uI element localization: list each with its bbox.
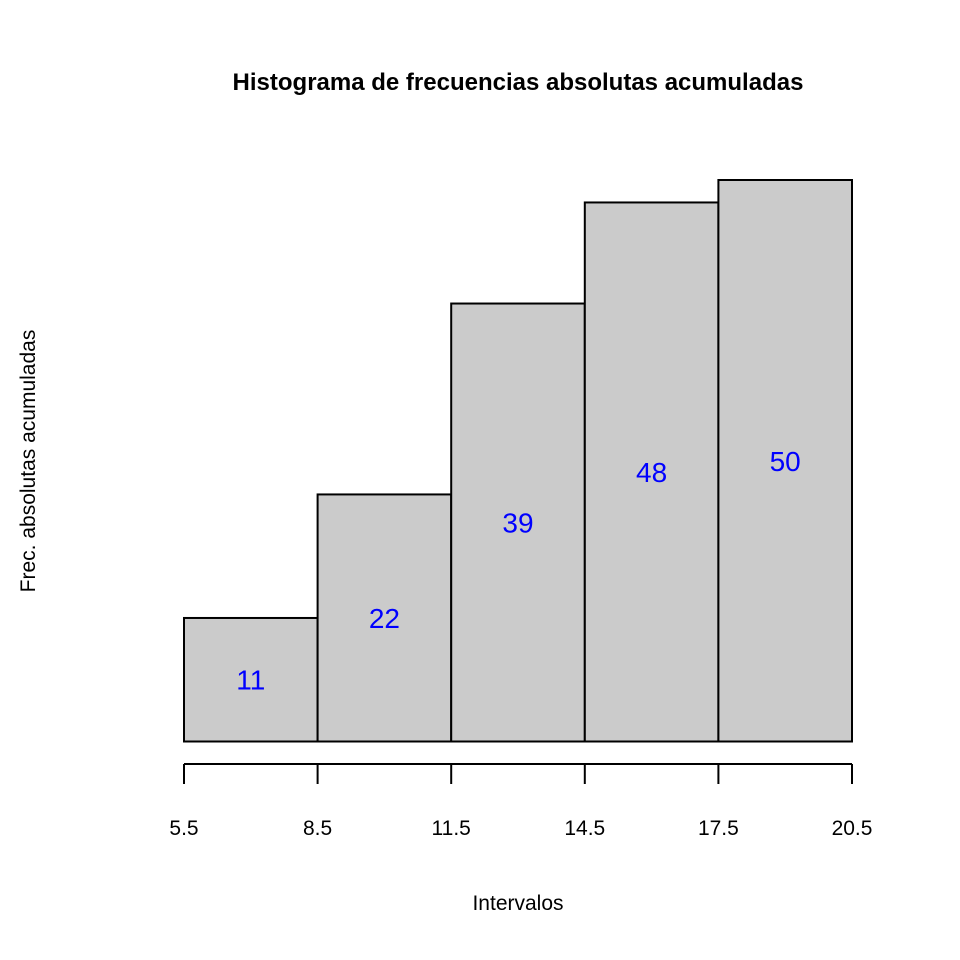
chart-title: Histograma de frecuencias absolutas acum… bbox=[233, 69, 804, 96]
bar-5 bbox=[717, 179, 854, 743]
x-tick-label-2: 8.5 bbox=[303, 817, 332, 840]
bar-value-label-5: 50 bbox=[770, 446, 801, 477]
x-tick-label-1: 5.5 bbox=[169, 817, 198, 840]
bar-1 bbox=[183, 616, 319, 743]
y-axis-label: Frec. absolutas acumuladas bbox=[17, 330, 40, 593]
bar-3 bbox=[450, 302, 586, 743]
x-tick-label-5: 17.5 bbox=[698, 817, 739, 840]
bar-labels-group: 11 22 39 48 50 bbox=[236, 446, 801, 696]
bar-value-label-4: 48 bbox=[636, 457, 667, 488]
x-tick-label-4: 14.5 bbox=[564, 817, 605, 840]
x-tick-labels: 5.5 8.5 11.5 14.5 17.5 20.5 bbox=[169, 817, 872, 840]
x-axis-label: Intervalos bbox=[472, 892, 563, 915]
bar-value-label-3: 39 bbox=[502, 508, 533, 539]
bar-value-label-1: 11 bbox=[236, 665, 265, 696]
x-tick-label-3: 11.5 bbox=[432, 817, 471, 840]
x-ticks bbox=[183, 764, 853, 784]
bar-4 bbox=[583, 201, 720, 743]
bar-value-label-2: 22 bbox=[369, 603, 400, 634]
bar-2 bbox=[316, 493, 453, 743]
x-tick-label-6: 20.5 bbox=[832, 817, 873, 840]
x-axis: 5.5 8.5 11.5 14.5 17.5 20.5 bbox=[169, 763, 872, 840]
bars-group bbox=[183, 179, 854, 743]
